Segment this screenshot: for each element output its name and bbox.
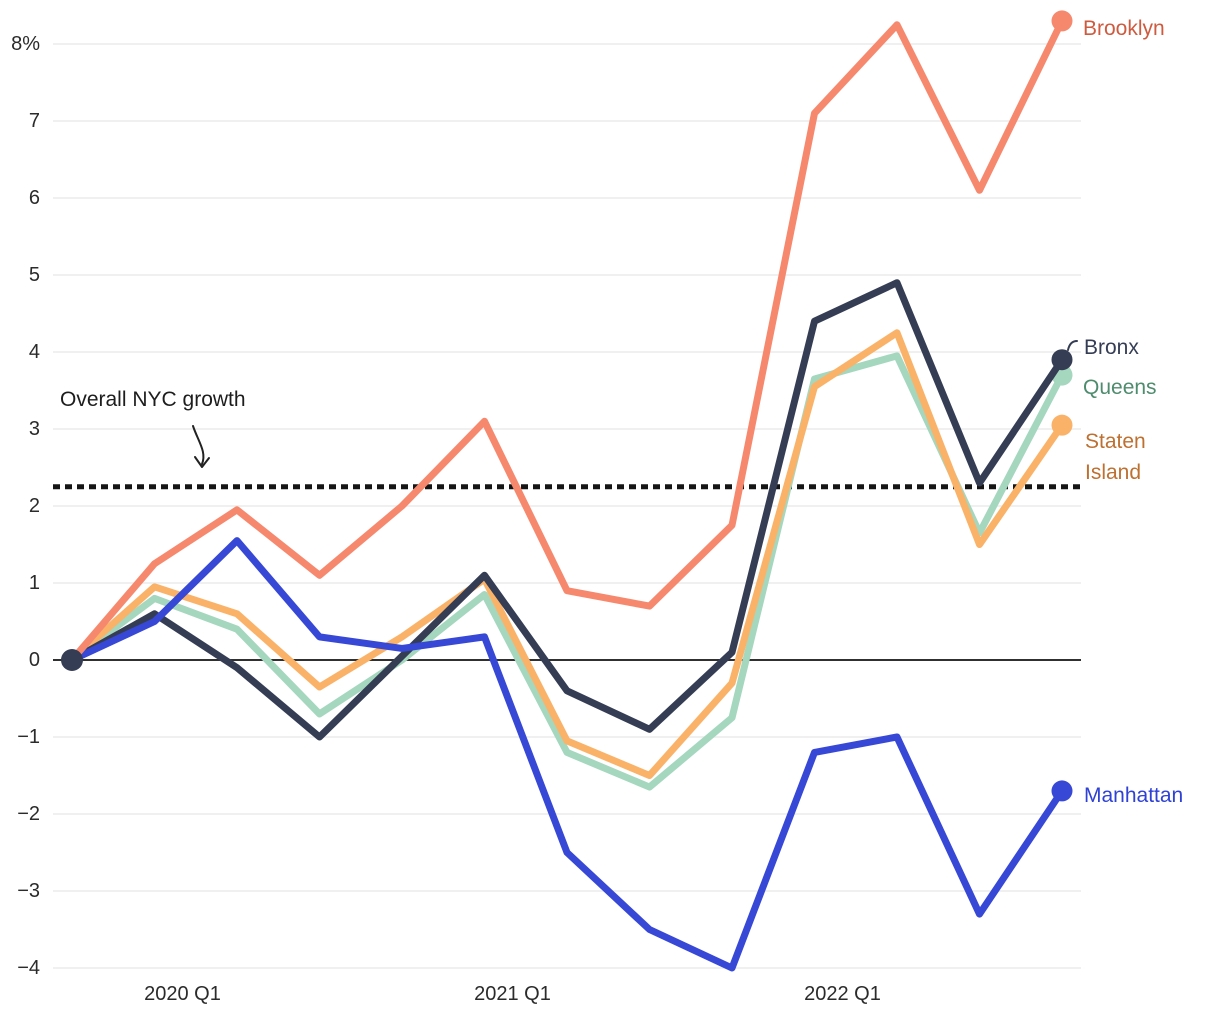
x-axis-tick-label: 2022 Q1 — [804, 983, 881, 1005]
y-axis-tick-label: 1 — [28, 572, 40, 594]
end-dot-manhattan — [1051, 780, 1073, 802]
end-dot-brooklyn — [1051, 10, 1073, 32]
y-axis-tick-label: 6 — [28, 187, 40, 209]
y-axis-tick-label: −4 — [17, 957, 40, 979]
series-label-brooklyn: Brooklyn — [1083, 17, 1165, 40]
annotation-arrow-head — [194, 456, 210, 468]
gridlines-layer — [53, 43, 1081, 969]
reference-line-annotation: Overall NYC growth — [60, 388, 246, 411]
y-axis-tick-label: −3 — [17, 880, 40, 902]
y-axis-tick-label: −1 — [17, 726, 40, 748]
y-axis-tick-label: 5 — [28, 264, 40, 286]
series-label-bronx: Bronx — [1084, 336, 1139, 359]
start-dot-all-boroughs — [61, 649, 83, 671]
y-axis-tick-label: −2 — [17, 803, 40, 825]
line-brooklyn — [68, 17, 1066, 664]
series-lines-layer — [61, 10, 1073, 972]
end-dot-staten-island — [1051, 414, 1073, 436]
series-label-queens: Queens — [1083, 376, 1157, 399]
y-axis-tick-label: 3 — [28, 418, 40, 440]
x-axis-tick-label: 2021 Q1 — [474, 983, 551, 1005]
annotation-arrow-curve — [192, 425, 205, 465]
y-axis-tick-label: 4 — [28, 341, 40, 363]
y-axis-tick-label: 0 — [28, 649, 40, 671]
line-staten-island — [68, 329, 1066, 779]
y-axis-tick-label: 7 — [28, 110, 40, 132]
line-bronx — [68, 279, 1066, 741]
annotation-decoration-layer — [192, 340, 1078, 468]
line-queens — [68, 352, 1066, 791]
line-manhattan — [68, 537, 1066, 972]
end-dot-bronx — [1051, 349, 1073, 371]
series-label-manhattan: Manhattan — [1084, 784, 1184, 807]
x-axis-tick-label: 2020 Q1 — [144, 983, 221, 1005]
bronx-label-leader-line — [1067, 340, 1078, 351]
y-axis-tick-label: 8% — [11, 33, 40, 55]
series-label-staten-island: Staten Island — [1085, 430, 1146, 484]
y-axis-tick-label: 2 — [28, 495, 40, 517]
